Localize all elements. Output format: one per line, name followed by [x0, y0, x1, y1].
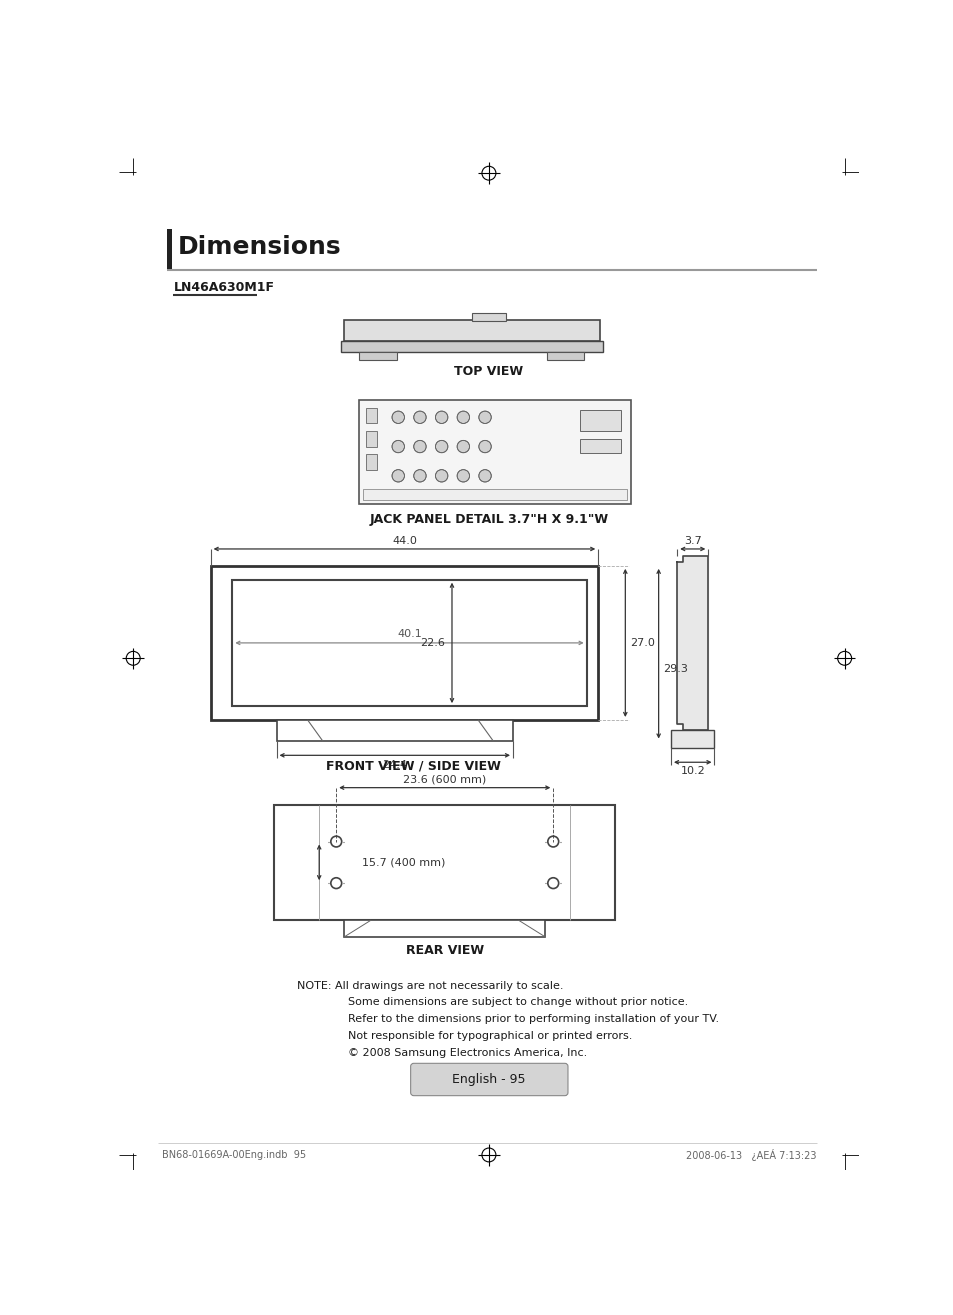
Circle shape [414, 469, 426, 483]
Text: Dimensions: Dimensions [177, 235, 340, 259]
Bar [365, 408, 376, 423]
Circle shape [414, 441, 426, 452]
Circle shape [392, 441, 404, 452]
Circle shape [435, 441, 447, 452]
Bar [211, 565, 598, 719]
Bar [472, 313, 505, 321]
FancyBboxPatch shape [410, 1064, 567, 1095]
Text: 2008-06-13   ¿AEÁ 7:13:23: 2008-06-13 ¿AEÁ 7:13:23 [685, 1149, 816, 1161]
Bar [344, 920, 545, 938]
Bar [670, 730, 714, 748]
Text: 15.7 (400 mm): 15.7 (400 mm) [361, 857, 445, 868]
Text: Not responsible for typographical or printed errors.: Not responsible for typographical or pri… [348, 1031, 632, 1041]
Bar [579, 409, 620, 431]
Bar [274, 805, 615, 920]
Circle shape [392, 412, 404, 423]
Text: JACK PANEL DETAIL 3.7"H X 9.1"W: JACK PANEL DETAIL 3.7"H X 9.1"W [369, 513, 608, 526]
Bar [365, 431, 376, 447]
Bar [363, 489, 626, 500]
Circle shape [435, 469, 447, 483]
Circle shape [392, 469, 404, 483]
Text: NOTE: All drawings are not necessarily to scale.: NOTE: All drawings are not necessarily t… [297, 981, 563, 990]
Circle shape [478, 441, 491, 452]
Polygon shape [677, 556, 707, 730]
Text: LN46A630M1F: LN46A630M1F [173, 280, 274, 293]
Text: 44.0: 44.0 [392, 537, 416, 546]
Circle shape [456, 412, 469, 423]
Bar [344, 320, 599, 341]
Bar [579, 439, 620, 452]
Bar [359, 352, 396, 359]
Text: BN68-01669A-00Eng.indb  95: BN68-01669A-00Eng.indb 95 [162, 1149, 306, 1160]
Bar [340, 341, 602, 352]
Text: English - 95: English - 95 [452, 1073, 525, 1086]
Text: Some dimensions are subject to change without prior notice.: Some dimensions are subject to change wi… [348, 998, 687, 1007]
Text: 10.2: 10.2 [679, 767, 704, 776]
Text: TOP VIEW: TOP VIEW [454, 366, 523, 379]
Text: 24.4: 24.4 [382, 760, 407, 769]
Circle shape [478, 469, 491, 483]
Bar [365, 454, 376, 469]
Text: 40.1: 40.1 [396, 629, 421, 639]
Bar [359, 400, 630, 504]
Bar [276, 719, 513, 742]
Circle shape [456, 469, 469, 483]
Circle shape [414, 412, 426, 423]
Text: Refer to the dimensions prior to performing installation of your TV.: Refer to the dimensions prior to perform… [348, 1014, 719, 1024]
Circle shape [478, 412, 491, 423]
Text: REAR VIEW: REAR VIEW [405, 944, 483, 957]
Circle shape [456, 441, 469, 452]
Text: 23.6 (600 mm): 23.6 (600 mm) [403, 775, 486, 785]
Circle shape [435, 412, 447, 423]
Text: 3.7: 3.7 [683, 537, 700, 546]
Text: 27.0: 27.0 [629, 638, 654, 648]
Text: 29.3: 29.3 [662, 664, 687, 675]
Text: FRONT VIEW / SIDE VIEW: FRONT VIEW / SIDE VIEW [326, 760, 500, 773]
Bar [233, 580, 586, 706]
Bar [546, 352, 583, 359]
Text: © 2008 Samsung Electronics America, Inc.: © 2008 Samsung Electronics America, Inc. [348, 1048, 586, 1059]
Bar [167, 229, 172, 268]
Text: 22.6: 22.6 [419, 638, 445, 648]
